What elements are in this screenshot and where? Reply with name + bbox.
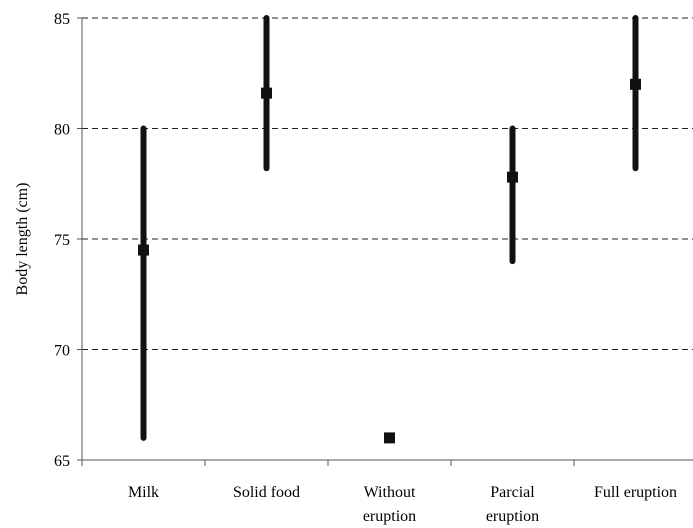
- value-marker: [630, 78, 641, 90]
- x-category-label-line: eruption: [486, 508, 539, 525]
- y-tick-label-65: 65: [54, 453, 70, 470]
- axes: [77, 17, 693, 466]
- gridlines: [82, 17, 693, 350]
- y-axis-title: Body length (cm): [14, 183, 31, 296]
- x-category-labels: Milk Solid food Without eruption Parcial erup…: [128, 484, 677, 525]
- x-category-label-line: Solid food: [233, 484, 300, 501]
- y-tick-labels: 65 70 75 80 85: [54, 11, 70, 470]
- y-tick-label-85: 85: [54, 11, 70, 28]
- x-category-label-line: Parcial: [490, 484, 535, 501]
- y-tick-label-70: 70: [54, 343, 70, 360]
- x-category-label-line: Without: [364, 484, 416, 501]
- x-category-label-line: Milk: [128, 484, 159, 501]
- x-category-label: Parcial eruption: [486, 484, 539, 525]
- y-tick-label-80: 80: [54, 122, 70, 139]
- x-category-label-line: eruption: [363, 508, 416, 525]
- y-tick-label-75: 75: [54, 232, 70, 249]
- x-category-label-line: Full eruption: [594, 484, 677, 501]
- x-category-label: Full eruption: [594, 484, 677, 501]
- x-category-label: Without eruption: [363, 484, 416, 525]
- value-marker: [261, 87, 272, 99]
- value-marker: [138, 244, 149, 256]
- range-marks: [138, 15, 641, 444]
- x-category-label: Solid food: [233, 484, 300, 501]
- x-category-label: Milk: [128, 484, 159, 501]
- value-marker: [507, 171, 518, 183]
- value-marker: [384, 432, 395, 444]
